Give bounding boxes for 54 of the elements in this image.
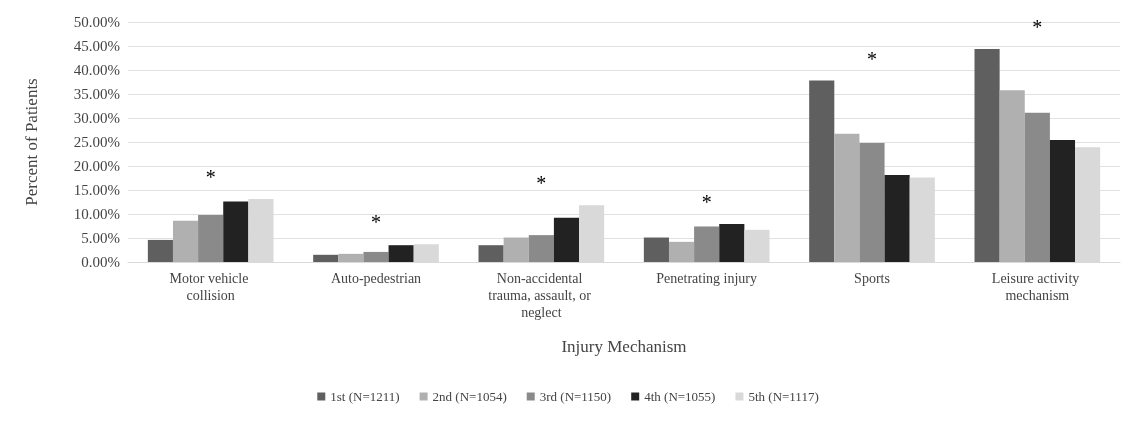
- x-tick-label: Leisure activity mechanism: [991, 271, 1083, 303]
- annotation: *: [1032, 15, 1043, 38]
- y-tick-label: 50.00%: [73, 14, 120, 30]
- x-tick-label: Penetrating injury: [656, 271, 758, 286]
- bar: [719, 224, 745, 262]
- bar: [809, 80, 835, 262]
- legend-label: 4th (N=1055): [644, 389, 716, 404]
- x-tick-label: Non-accidental trauma, assault, or neglect: [488, 271, 595, 320]
- x-tick-label: Motor vehicle collision: [169, 271, 252, 303]
- y-tick-label: 40.00%: [73, 62, 120, 78]
- bar: [172, 220, 199, 262]
- bar: [528, 235, 554, 262]
- bar: [999, 90, 1025, 262]
- bar: [553, 217, 580, 262]
- legend-label: 3rd (N=1150): [539, 389, 612, 404]
- legend-label: 5th (N=1117): [748, 389, 819, 404]
- bar: [338, 253, 364, 262]
- bar: [388, 245, 414, 262]
- x-axis-title: Injury Mechanism: [561, 337, 687, 356]
- y-tick-label: 45.00%: [73, 38, 120, 54]
- bar: [694, 226, 720, 262]
- annotation: *: [536, 172, 547, 195]
- bar: [363, 251, 389, 262]
- bar: [974, 48, 1000, 262]
- annotation: *: [371, 211, 381, 234]
- bar: [1049, 140, 1076, 262]
- bar: [643, 237, 669, 262]
- bar: [198, 214, 224, 262]
- y-tick-label: 15.00%: [73, 182, 120, 198]
- y-tick-label: 35.00%: [73, 86, 120, 102]
- legend-label: 1st (N=1211): [330, 389, 400, 404]
- bar: [834, 133, 860, 262]
- y-tick-label: 30.00%: [73, 110, 120, 126]
- legend-label: 2nd (N=1054): [432, 389, 507, 404]
- bar: [503, 237, 529, 262]
- x-tick-label: Auto-pedestrian: [330, 271, 422, 286]
- bar: [313, 254, 339, 262]
- x-tick-label: Sports: [854, 271, 890, 286]
- y-tick-label: 0.00%: [81, 254, 120, 270]
- bar: [1024, 112, 1050, 262]
- annotation: *: [701, 191, 712, 214]
- y-tick-label: 20.00%: [73, 158, 120, 174]
- annotation: *: [205, 166, 216, 189]
- annotation: *: [867, 47, 877, 70]
- bar: [478, 245, 504, 262]
- bar: [884, 175, 910, 262]
- y-tick-label: 5.00%: [81, 230, 120, 246]
- y-tick-label: 10.00%: [73, 206, 120, 222]
- y-tick-label: 25.00%: [73, 134, 120, 150]
- bar: [147, 239, 173, 262]
- bar: [223, 201, 249, 262]
- bar: [859, 142, 885, 262]
- bar: [668, 241, 695, 262]
- y-axis-title: Percent of Patients: [22, 78, 41, 206]
